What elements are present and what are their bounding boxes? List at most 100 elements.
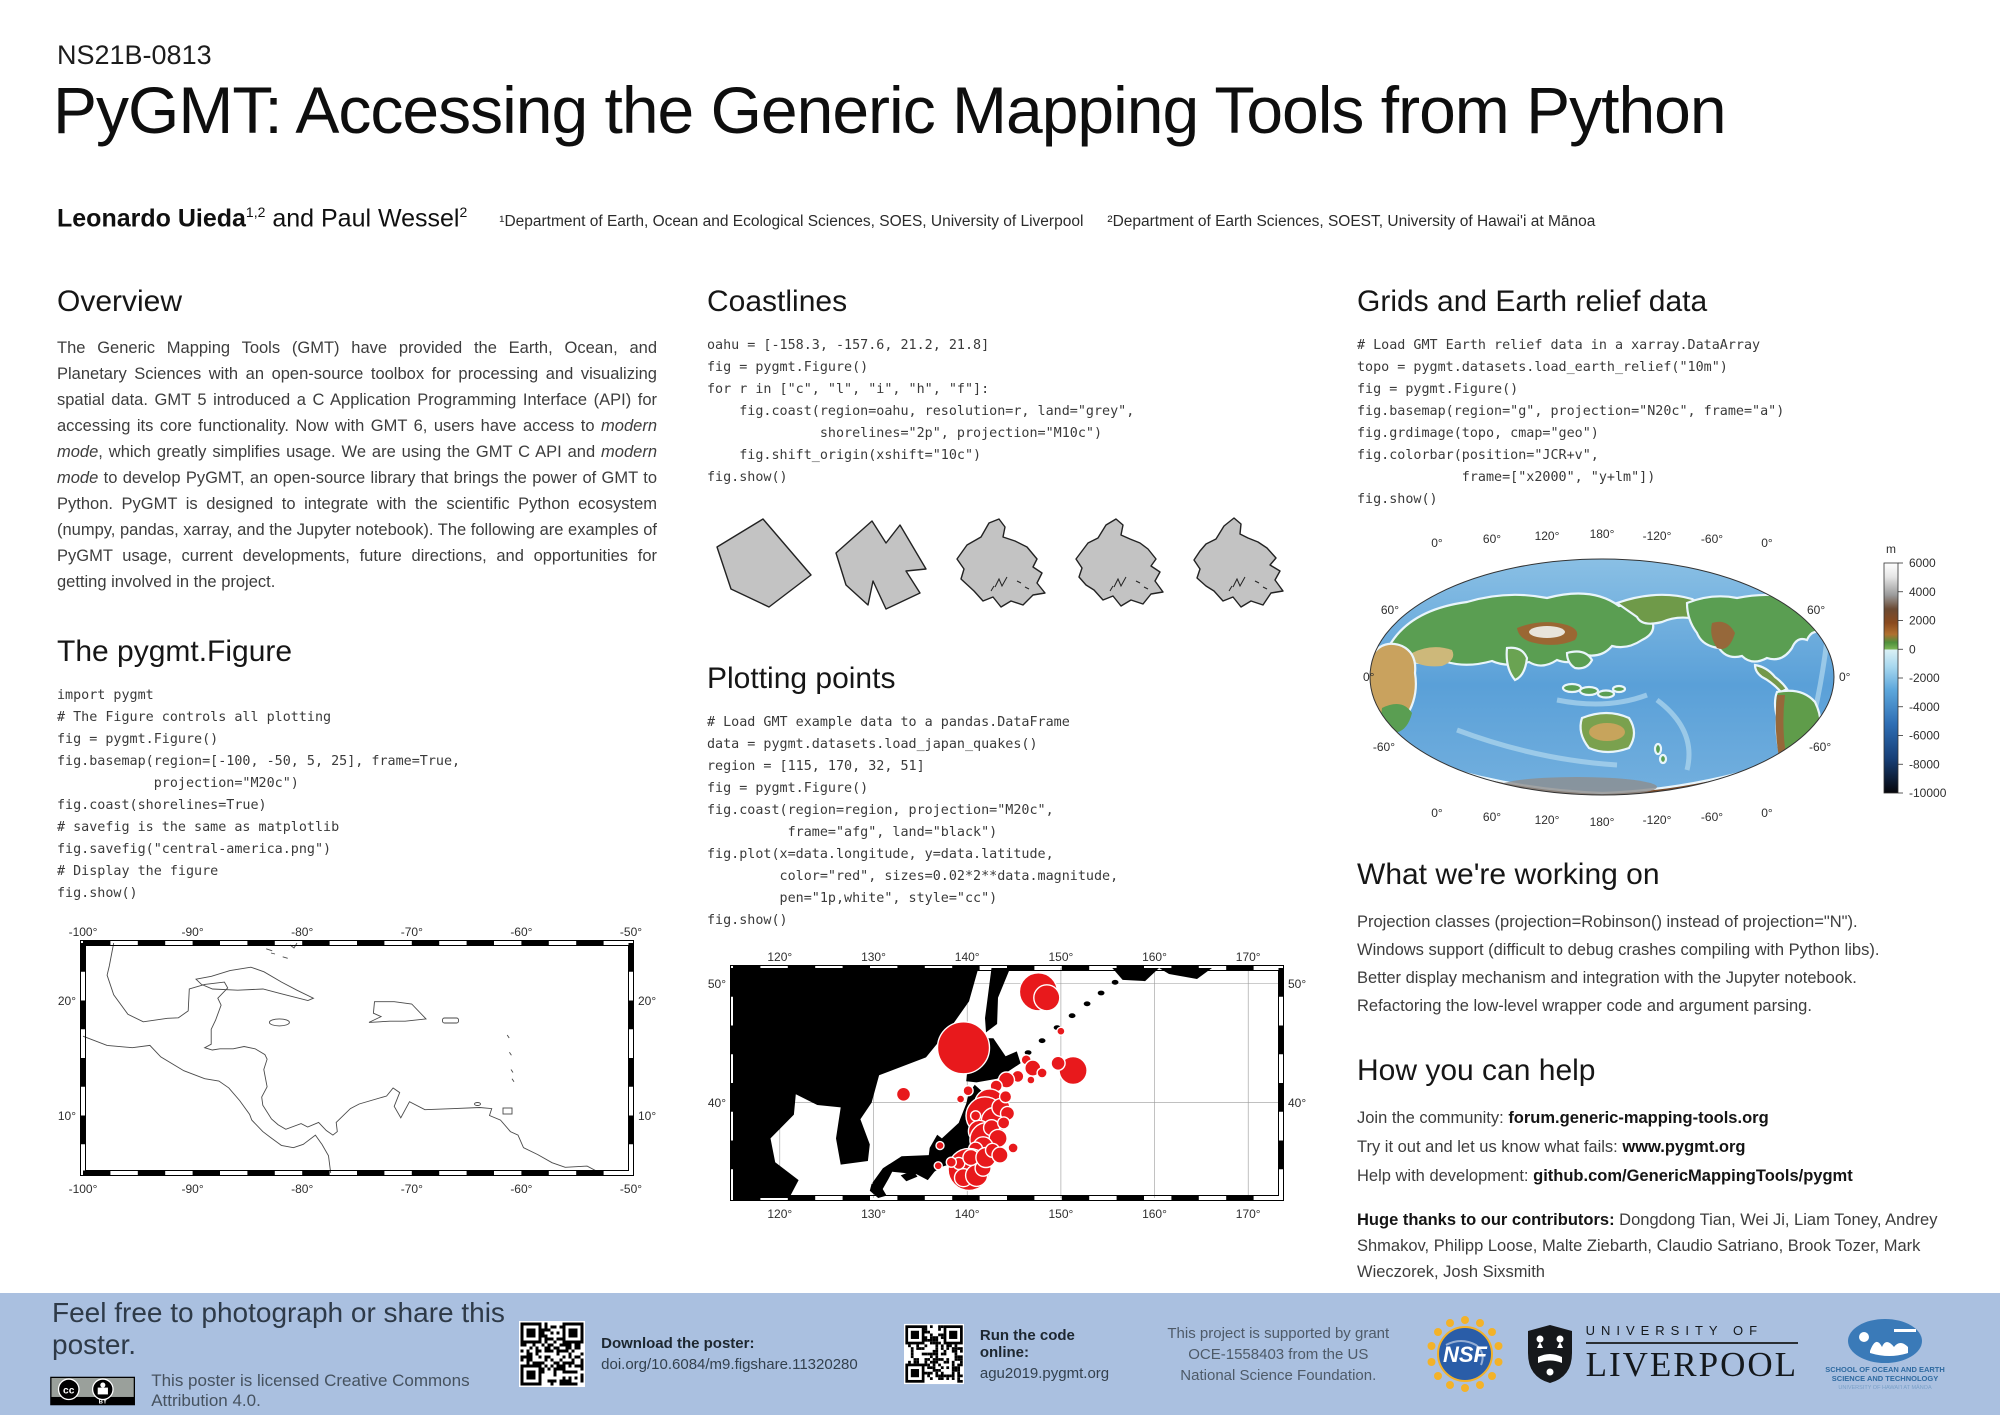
soest-logo: SCHOOL OF OCEAN AND EARTH SCIENCE AND TE…	[1820, 1317, 1950, 1391]
help-line: Try it out and let us know what fails: w…	[1357, 1133, 1957, 1162]
grant-support-text: This project is supported by grant OCE-1…	[1167, 1324, 1390, 1384]
quake-point	[962, 1084, 974, 1097]
soest-line1: SCHOOL OF OCEAN AND EARTH	[1825, 1365, 1945, 1374]
svg-text:50°: 50°	[708, 977, 726, 991]
svg-text:NSF: NSF	[1443, 1342, 1488, 1367]
session-code: NS21B-0813	[57, 40, 212, 70]
affiliations: ¹Department of Earth, Ocean and Ecologic…	[499, 213, 1595, 231]
japan-quakes-map: 120° 130° 140° 150° 160° 170° 120° 130° …	[708, 950, 1307, 1221]
svg-text:140°: 140°	[955, 952, 980, 964]
svg-text:-70°: -70°	[401, 927, 423, 939]
share-message: Feel free to photograph or share this po…	[52, 1297, 505, 1360]
run-online-link[interactable]: agu2019.pygmt.org	[979, 1364, 1110, 1382]
oahu-resolution-figure	[716, 517, 1284, 610]
quake-point	[1036, 1067, 1048, 1079]
help-heading: How you can help	[1357, 1054, 1596, 1087]
svg-text:40°: 40°	[708, 1096, 726, 1110]
quake-point	[1033, 984, 1061, 1012]
affiliation-1: ¹Department of Earth, Ocean and Ecologic…	[499, 213, 1084, 231]
map-frame	[80, 940, 634, 1176]
quake-point	[895, 1086, 912, 1103]
svg-text:-60°: -60°	[1701, 810, 1723, 824]
oahu-polygon	[1075, 518, 1164, 607]
relief-colorbar: m 6000 4000 2000 0 -2000 -4000 -6000	[1883, 542, 1947, 800]
svg-text:6000: 6000	[1909, 556, 1936, 570]
overview-paragraph: The Generic Mapping Tools (GMT) have pro…	[57, 335, 657, 595]
quake-point	[1056, 1026, 1066, 1036]
quake-point	[945, 1156, 958, 1168]
map-frame	[730, 965, 1284, 1201]
svg-text:-90°: -90°	[182, 1182, 204, 1196]
quake-point	[997, 1116, 1011, 1130]
svg-text:cc: cc	[63, 1386, 75, 1397]
affiliation-2: ²Department of Earth Sciences, SOEST, Un…	[1107, 213, 1596, 231]
overview-text-3: to develop PyGMT, an open-source library…	[57, 469, 657, 591]
author-names: Leonardo Uieda1,2 and Paul Wessel2	[57, 204, 467, 233]
download-qr-code	[519, 1321, 586, 1387]
svg-text:60°: 60°	[1483, 532, 1501, 546]
quake-point	[955, 1094, 966, 1104]
svg-text:-6000: -6000	[1909, 729, 1940, 743]
svg-text:2000: 2000	[1909, 614, 1936, 628]
coastlines-code: oahu = [-158.3, -157.6, 21.2, 21.8] fig …	[707, 338, 1135, 485]
contributors-paragraph: Huge thanks to our contributors: Dongdon…	[1357, 1207, 1957, 1285]
working-on-heading: What we're working on	[1357, 858, 1660, 891]
svg-text:170°: 170°	[1236, 1207, 1261, 1221]
download-doi-link[interactable]: doi.org/10.6084/m9.figshare.11320280	[601, 1356, 858, 1373]
pygmt-figure-heading: The pygmt.Figure	[57, 635, 293, 668]
column-grids-help: Grids and Earth relief data # Load GMT E…	[1357, 285, 1957, 1285]
svg-text:-100°: -100°	[69, 927, 98, 939]
earth-relief-map: 0° 60° 120° 180° -120° -60° 0° 0° 60° 12…	[1363, 527, 1947, 829]
relief-tick-labels: 0° 60° 120° 180° -120° -60° 0° 0° 60° 12…	[1363, 527, 1851, 829]
svg-text:10°: 10°	[638, 1109, 656, 1123]
liverpool-logo: UNIVERSITY OF LIVERPOOL	[1526, 1323, 1798, 1385]
soest-line2: SCIENCE AND TECHNOLOGY	[1831, 1374, 1939, 1383]
quake-point	[936, 1021, 991, 1075]
svg-text:-60°: -60°	[510, 1182, 532, 1196]
overview-heading: Overview	[57, 285, 183, 318]
oahu-stream-detail	[1228, 576, 1246, 592]
download-block: Download the poster: doi.org/10.6084/m9.…	[519, 1321, 858, 1387]
oahu-shape-c	[716, 518, 812, 608]
forum-link[interactable]: forum.generic-mapping-tools.org	[1508, 1109, 1769, 1127]
svg-text:20°: 20°	[58, 994, 76, 1008]
central-america-map: -100° -90° -80° -70° -60° -50° -100° -90…	[58, 925, 657, 1196]
liverpool-line2: LIVERPOOL	[1585, 1345, 1798, 1384]
column-examples: Coastlines oahu = [-158.3, -157.6, 21.2,…	[707, 285, 1307, 1249]
svg-text:-60°: -60°	[1373, 740, 1395, 754]
svg-text:-120°: -120°	[1643, 529, 1672, 543]
run-online-label: Run the code online:	[979, 1326, 1075, 1361]
nsf-logo: NSF	[1427, 1316, 1503, 1392]
soest-wave-icon	[1848, 1319, 1922, 1363]
svg-text:-50°: -50°	[620, 1182, 642, 1196]
soest-line3: UNIVERSITY OF HAWAI'I AT MĀNOA	[1838, 1385, 1932, 1391]
svg-text:-60°: -60°	[510, 927, 532, 939]
overview-italic-1: modern mode	[57, 417, 657, 461]
license-text: This poster is licensed Creative Commons…	[151, 1371, 470, 1410]
svg-text:-100°: -100°	[69, 1182, 98, 1196]
github-link[interactable]: github.com/GenericMappingTools/pygmt	[1533, 1167, 1853, 1185]
overview-text-2: , which greatly simplifies usage. We are…	[98, 443, 602, 461]
svg-text:120°: 120°	[767, 1207, 792, 1221]
svg-text:130°: 130°	[861, 952, 886, 964]
central-america-tick-labels: -100° -90° -80° -70° -60° -50° -100° -90…	[58, 925, 657, 1196]
svg-text:10°: 10°	[58, 1109, 76, 1123]
pygmt-website-link[interactable]: www.pygmt.org	[1622, 1138, 1746, 1156]
oahu-stream-detail	[1109, 576, 1127, 592]
svg-text:170°: 170°	[1236, 952, 1261, 964]
working-on-item: Projection classes (projection=Robinson(…	[1357, 913, 1858, 931]
author-1-superscript: 1,2	[245, 204, 266, 220]
working-on-item: Better display mechanism and integration…	[1357, 969, 1857, 987]
quake-point	[1050, 1055, 1066, 1072]
poster-title: PyGMT: Accessing the Generic Mapping Too…	[53, 73, 1727, 147]
svg-text:-50°: -50°	[620, 927, 642, 939]
svg-text:-8000: -8000	[1909, 757, 1940, 771]
svg-text:-2000: -2000	[1909, 671, 1940, 685]
svg-text:0°: 0°	[1431, 806, 1443, 820]
oahu-coast-detail	[1254, 580, 1268, 590]
svg-text:180°: 180°	[1590, 527, 1615, 541]
help-line: Help with development: github.com/Generi…	[1357, 1162, 1957, 1191]
download-label: Download the poster:	[601, 1335, 755, 1352]
overview-text-1: The Generic Mapping Tools (GMT) have pro…	[57, 339, 657, 435]
